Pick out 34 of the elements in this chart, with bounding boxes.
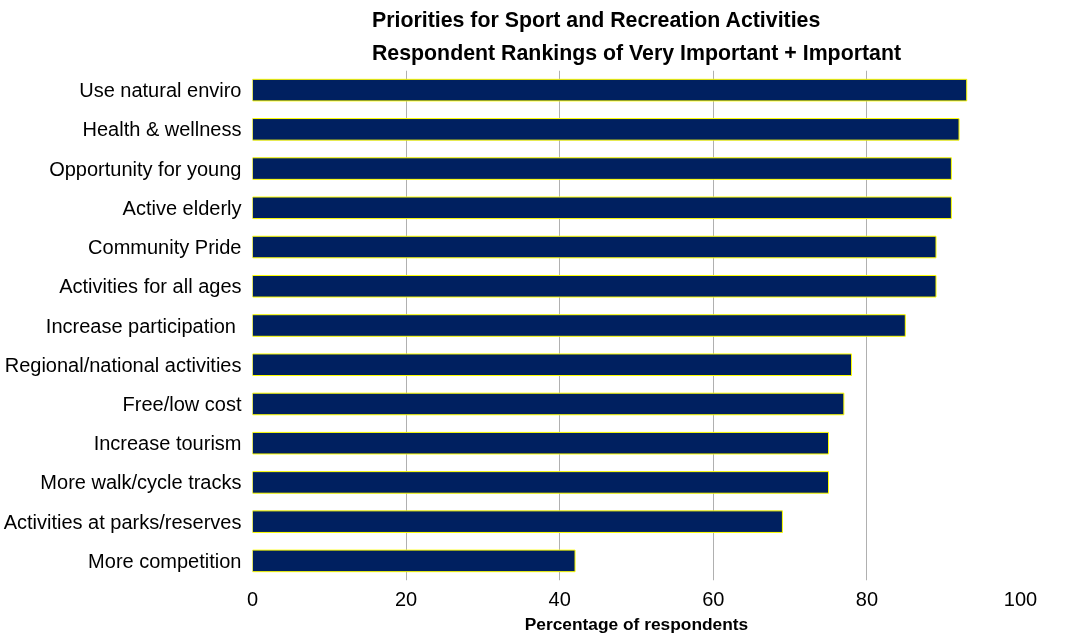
bar — [252, 118, 960, 141]
y-tick-label: Active elderly — [122, 196, 242, 219]
x-tick-label: 0 — [246, 587, 259, 610]
x-tick-label: 100 — [1003, 587, 1038, 610]
y-tick-label: Increase participation — [45, 314, 236, 337]
x-axis-title: Percentage of respondents — [524, 613, 749, 634]
y-tick-label: Activities at parks/reserves — [3, 510, 242, 533]
bar — [252, 471, 829, 494]
y-tick-label: More walk/cycle tracks — [40, 471, 242, 494]
x-tick-label: 80 — [855, 587, 879, 610]
x-tick-label: 20 — [394, 587, 418, 610]
y-tick-label: Community Pride — [88, 236, 242, 259]
y-tick-label: Use natural enviro — [79, 79, 242, 102]
y-tick-label: Health & wellness — [82, 118, 242, 141]
bar — [252, 196, 952, 220]
y-tick-label: Regional/national activities — [4, 353, 242, 376]
bar — [252, 314, 906, 337]
y-tick-label: Free/low cost — [122, 392, 242, 415]
y-tick-label: Activities for all ages — [59, 275, 242, 298]
bar — [252, 235, 937, 259]
bar — [252, 157, 952, 180]
y-tick-label: Increase tourism — [93, 432, 242, 455]
y-tick-label: Opportunity for young — [49, 157, 242, 180]
x-tick-label: 40 — [548, 587, 571, 610]
bar — [252, 392, 845, 416]
bar — [252, 353, 853, 377]
x-tick-label: 60 — [702, 587, 725, 610]
bar — [252, 274, 937, 298]
bar — [252, 549, 576, 573]
y-tick-label: More competition — [88, 549, 242, 572]
bar — [252, 78, 968, 102]
chart-title: Priorities for Sport and Recreation Activities Respondent Rankings of Very Important + Important — [371, 7, 902, 66]
bar — [252, 431, 829, 455]
bar — [252, 510, 783, 533]
